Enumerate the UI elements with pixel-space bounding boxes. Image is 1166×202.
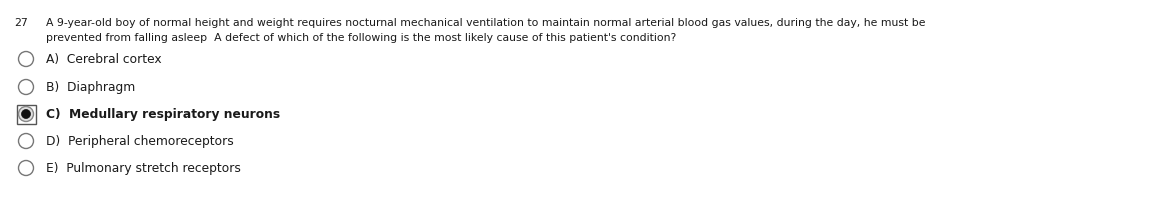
Text: E)  Pulmonary stretch receptors: E) Pulmonary stretch receptors bbox=[45, 162, 241, 175]
Bar bbox=[16, 105, 35, 124]
Circle shape bbox=[19, 134, 34, 149]
Text: A)  Cerebral cortex: A) Cerebral cortex bbox=[45, 53, 162, 66]
Text: A 9-year-old boy of normal height and weight requires nocturnal mechanical venti: A 9-year-old boy of normal height and we… bbox=[45, 18, 926, 28]
Circle shape bbox=[19, 161, 34, 176]
Circle shape bbox=[19, 80, 34, 95]
Text: B)  Diaphragm: B) Diaphragm bbox=[45, 81, 135, 94]
Text: D)  Peripheral chemoreceptors: D) Peripheral chemoreceptors bbox=[45, 135, 233, 148]
Text: prevented from falling asleep  A defect of which of the following is the most li: prevented from falling asleep A defect o… bbox=[45, 33, 676, 43]
Circle shape bbox=[19, 107, 34, 122]
Text: C)  Medullary respiratory neurons: C) Medullary respiratory neurons bbox=[45, 108, 280, 121]
Text: 27: 27 bbox=[14, 18, 28, 28]
Circle shape bbox=[19, 52, 34, 67]
Circle shape bbox=[21, 110, 30, 119]
